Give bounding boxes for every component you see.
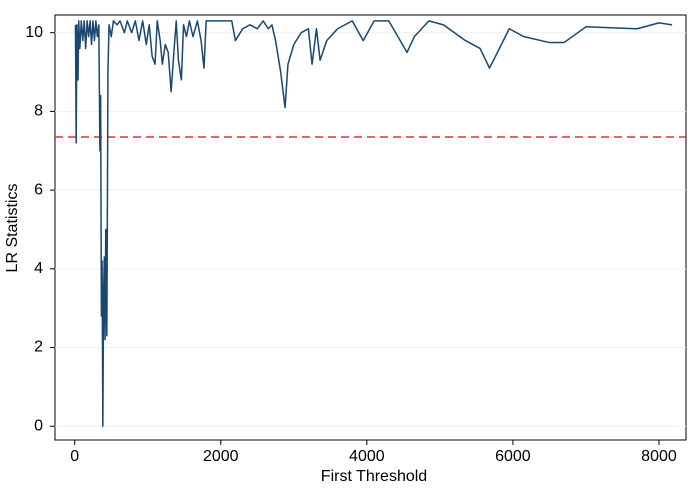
x-axis-title: First Threshold: [321, 468, 427, 485]
y-tick-label: 10: [25, 24, 43, 41]
x-tick-label: 6000: [495, 448, 531, 465]
y-tick-label: 8: [34, 103, 43, 120]
x-tick-label: 2000: [203, 448, 239, 465]
y-tick-label: 0: [34, 417, 43, 434]
x-tick-label: 4000: [349, 448, 385, 465]
x-tick-label: 0: [70, 448, 79, 465]
y-tick-label: 2: [34, 339, 43, 356]
y-tick-label: 4: [34, 260, 43, 277]
plot-area: [54, 14, 687, 441]
data-line: [74, 20, 673, 427]
y-axis-title: LR Statistics: [4, 184, 21, 273]
y-tick-label: 6: [34, 181, 43, 198]
x-tick-label: 8000: [641, 448, 677, 465]
